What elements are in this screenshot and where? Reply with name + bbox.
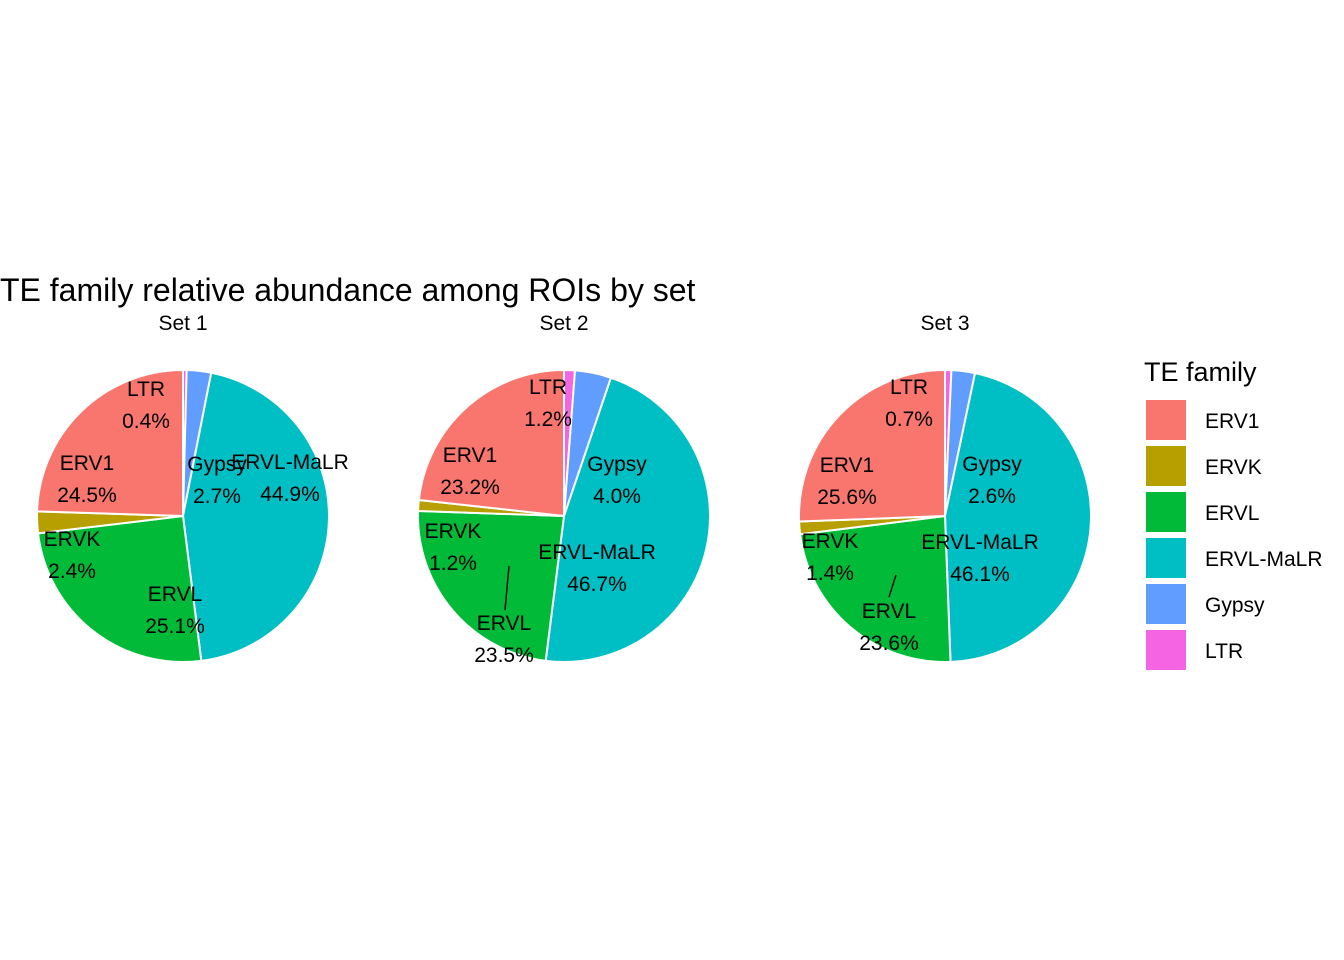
pie-slice-ervl	[36, 514, 203, 663]
slice-label-ervl: ERVL 23.5%	[474, 612, 534, 667]
slice-label-ltr: LTR 0.4%	[122, 378, 170, 433]
legend-label-ervl-malr: ERVL-MaLR	[1205, 548, 1323, 571]
slice-label-gypsy: Gypsy 2.7%	[187, 453, 247, 508]
legend-swatch-ltr	[1146, 630, 1186, 670]
pie-slice-ervl	[417, 509, 566, 662]
pie-slice-ervl-malr	[943, 371, 1092, 663]
slice-label-ltr: LTR 0.7%	[885, 376, 933, 431]
slice-label-gypsy: Gypsy 4.0%	[587, 453, 647, 508]
pie-slice-ervl-malr	[544, 376, 711, 663]
slice-label-ervk: ERVK 1.2%	[425, 520, 482, 575]
pie-slice-erv1	[417, 368, 565, 518]
slice-label-ervl: ERVL 23.6%	[859, 600, 919, 655]
facet-title: Set 2	[539, 312, 588, 335]
pie-panel: Set 1 LTR 0.4% Gypsy 2.7%ERVL-MaLR 44.9% ERVL 2…	[36, 312, 349, 663]
pie-slice-ervl	[799, 514, 952, 663]
pie-slice-erv1	[798, 368, 946, 523]
pie-slice-erv1	[36, 368, 184, 518]
label-leader-line	[504, 565, 510, 611]
legend-swatch-ervl-malr	[1146, 538, 1186, 578]
slice-label-ervl-malr: ERVL-MaLR 46.7%	[538, 541, 656, 596]
slice-label-ervk: ERVK 2.4%	[44, 528, 101, 583]
facet-title: Set 3	[920, 312, 969, 335]
slice-label-ervl: ERVL 25.1%	[145, 583, 205, 638]
legend-label-ervk: ERVK	[1205, 456, 1262, 479]
slice-label-erv1: ERV1 23.2%	[440, 444, 500, 499]
slice-label-ervl-malr: ERVL-MaLR 44.9%	[231, 451, 349, 506]
legend-title: TE family	[1144, 357, 1257, 387]
slice-label-gypsy: Gypsy 2.6%	[962, 453, 1022, 508]
legend-label-gypsy: Gypsy	[1205, 594, 1265, 617]
facet-panels: Set 1 LTR 0.4% Gypsy 2.7%ERVL-MaLR 44.9% ERVL 2…	[36, 312, 1092, 667]
label-leader-line	[888, 574, 897, 598]
pie-slice-ervl-malr	[181, 371, 330, 662]
legend-swatch-gypsy	[1146, 584, 1186, 624]
legend-label-erv1: ERV1	[1205, 410, 1259, 433]
slice-label-erv1: ERV1 25.6%	[817, 454, 877, 509]
pie-panel: Set 2 LTR 1.2% Gypsy 4.0% ERVL-MaLR 46.7%ERVL 2…	[417, 312, 711, 667]
chart-title: TE family relative abundance among ROIs …	[0, 272, 696, 308]
legend-swatch-ervk	[1146, 446, 1186, 486]
slice-label-ervl-malr: ERVL-MaLR 46.1%	[921, 531, 1039, 586]
pie-panel: Set 3 LTR 0.7% Gypsy 2.6% ERVL-MaLR 46.1%ERVL 2…	[798, 312, 1092, 663]
legend-label-ltr: LTR	[1205, 640, 1243, 663]
slice-label-ltr: LTR 1.2%	[524, 376, 572, 431]
legend-swatch-ervl	[1146, 492, 1186, 532]
slice-label-ervk: ERVK 1.4%	[802, 530, 859, 585]
facet-title: Set 1	[158, 312, 207, 335]
legend-swatch-erv1	[1146, 400, 1186, 440]
slice-label-erv1: ERV1 24.5%	[57, 452, 117, 507]
legend-label-ervl: ERVL	[1205, 502, 1259, 525]
legend: TE family ERV1 ERVK ERVL ERVL-MaLR Gypsy LTR	[1144, 357, 1323, 670]
